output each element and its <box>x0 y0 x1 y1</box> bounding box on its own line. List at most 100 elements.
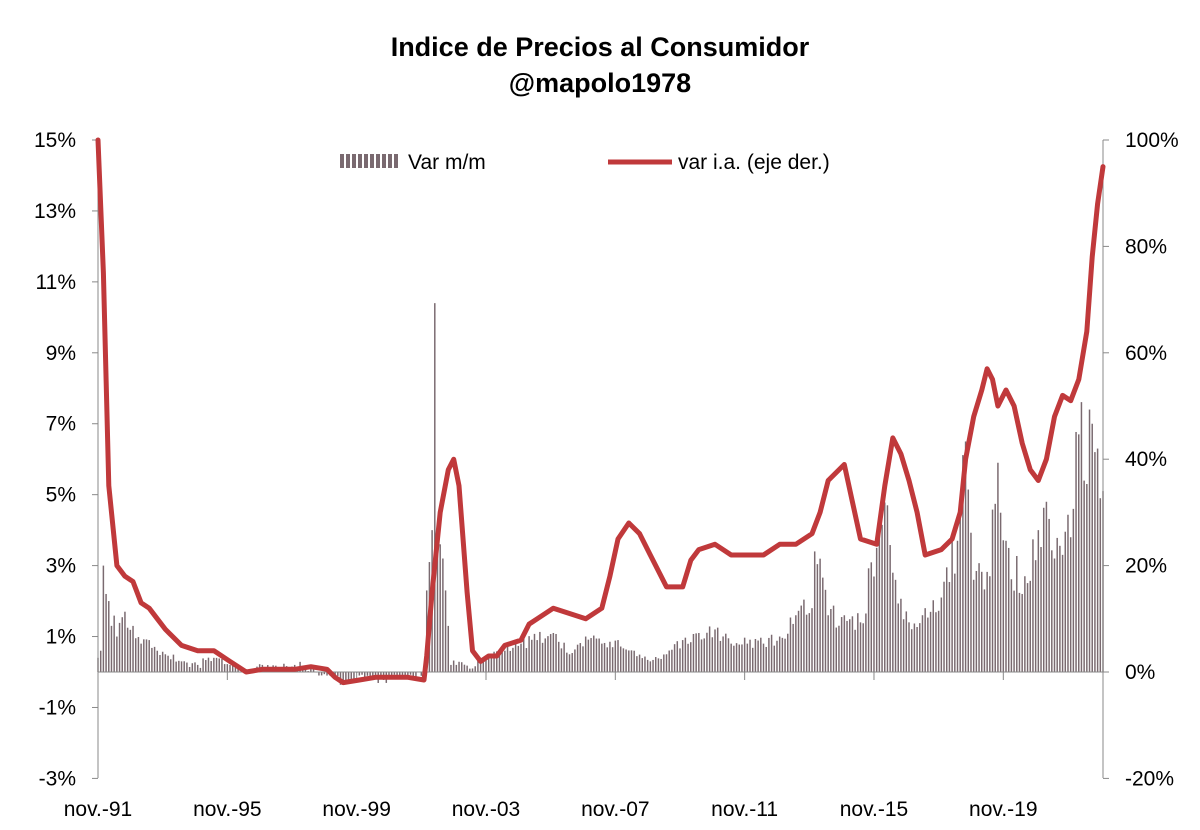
bar <box>143 639 145 672</box>
bar <box>881 524 883 672</box>
bar <box>231 664 234 672</box>
bar <box>665 654 668 672</box>
bar <box>145 639 148 672</box>
bar <box>706 632 708 672</box>
x-tick-label: nov.-95 <box>193 798 262 821</box>
bar <box>649 661 652 672</box>
bar <box>323 672 326 675</box>
left-axis: -3% -1% 1% 3% 5% 7% 9% 11% 13% 15% <box>34 129 99 790</box>
bar <box>1091 423 1093 672</box>
bar <box>722 636 724 672</box>
left-tick-label: 15% <box>34 129 76 152</box>
bar <box>687 643 689 672</box>
bar <box>784 638 786 672</box>
bar <box>466 665 468 672</box>
bar <box>180 661 183 672</box>
bar <box>469 668 471 672</box>
bar <box>393 672 396 675</box>
bar <box>884 502 886 672</box>
bar <box>978 563 980 672</box>
bar <box>213 657 215 672</box>
bar <box>916 627 918 672</box>
bar <box>641 658 644 672</box>
bar <box>894 579 897 672</box>
bar <box>361 672 363 675</box>
bar <box>1059 545 1061 672</box>
bar <box>455 664 458 672</box>
bar <box>514 640 517 672</box>
bar <box>859 622 862 672</box>
bar <box>733 645 735 672</box>
bar <box>129 629 132 672</box>
bar <box>388 672 390 678</box>
left-tick-label: -1% <box>39 696 76 719</box>
bar <box>813 551 816 672</box>
bar <box>994 503 996 672</box>
bar <box>781 637 784 672</box>
bar <box>210 661 212 672</box>
bar <box>113 615 115 672</box>
bar <box>981 571 983 672</box>
bar <box>676 641 679 672</box>
bar <box>337 672 339 676</box>
bar <box>574 649 576 672</box>
bar <box>654 657 657 672</box>
bar <box>611 647 614 672</box>
bar <box>897 603 899 672</box>
bar <box>716 627 719 672</box>
bar <box>819 558 821 672</box>
bar <box>485 659 487 672</box>
bar <box>962 455 964 672</box>
bar <box>1018 592 1021 672</box>
bar <box>221 659 223 672</box>
bar <box>1007 547 1010 672</box>
bar <box>199 667 202 672</box>
bar <box>442 558 444 672</box>
bar <box>342 672 344 683</box>
bar <box>835 627 837 672</box>
bar <box>865 613 867 672</box>
bar <box>452 660 455 672</box>
bar <box>803 599 805 672</box>
bar <box>1037 530 1040 672</box>
series-line-var-ia <box>95 137 1106 686</box>
left-tick-label: 3% <box>46 555 76 578</box>
bar <box>843 615 846 672</box>
bar <box>991 509 994 672</box>
x-tick-label: nov.-99 <box>322 798 391 821</box>
bar <box>870 562 873 672</box>
bar <box>824 589 827 672</box>
bar <box>582 646 584 672</box>
bar <box>153 646 156 672</box>
bar <box>681 640 684 672</box>
left-tick-label: 13% <box>34 200 76 223</box>
bar <box>735 643 738 672</box>
bar <box>587 639 590 672</box>
bar <box>663 654 665 672</box>
bar <box>638 654 641 672</box>
bar <box>116 636 118 672</box>
bar <box>369 672 371 677</box>
bar <box>792 623 794 672</box>
bar <box>563 642 565 672</box>
bar <box>579 643 582 672</box>
bar <box>1040 547 1042 672</box>
bar <box>929 611 932 672</box>
legend: Var m/m var i.a. (eje der.) <box>340 151 830 174</box>
bar <box>921 615 924 672</box>
bar <box>531 639 533 672</box>
bar <box>598 638 600 672</box>
bar <box>175 661 177 672</box>
left-tick-label: -3% <box>39 767 76 790</box>
bar <box>528 636 530 672</box>
bar <box>703 638 705 672</box>
right-tick-label: 80% <box>1125 235 1167 258</box>
bar <box>606 647 608 672</box>
bar <box>727 638 730 672</box>
bar <box>471 668 474 672</box>
bar <box>1053 558 1056 672</box>
bar <box>1072 508 1075 672</box>
bar <box>751 647 754 672</box>
bar <box>320 672 323 676</box>
bar <box>668 650 670 672</box>
